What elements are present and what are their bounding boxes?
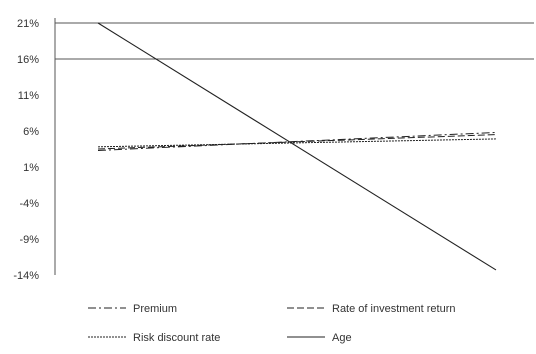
legend-label-rate-of-investment-return: Rate of investment return <box>332 303 456 315</box>
series-line-premium <box>97 131 497 151</box>
y-tick-label: 16% <box>17 54 39 66</box>
y-tick-label: 21% <box>17 18 39 30</box>
legend-label-age: Age <box>332 332 352 344</box>
y-tick-label: 1% <box>23 162 39 174</box>
legend-label-risk-discount-rate: Risk discount rate <box>133 332 220 344</box>
legend-label-premium: Premium <box>133 303 177 315</box>
series-line-risk-discount-rate <box>97 138 497 148</box>
series-line-age <box>97 22 497 271</box>
y-tick-label: 11% <box>18 90 39 102</box>
series-line-rate-of-investment-return <box>97 134 497 150</box>
y-tick-label: -9% <box>19 234 39 246</box>
y-tick-label: 6% <box>23 126 39 138</box>
y-tick-label: -4% <box>19 198 39 210</box>
y-tick-label: -14% <box>13 270 39 282</box>
